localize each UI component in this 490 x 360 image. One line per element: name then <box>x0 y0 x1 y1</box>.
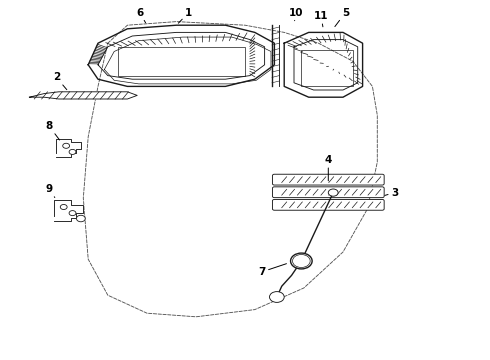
Text: 8: 8 <box>46 121 60 140</box>
Text: 6: 6 <box>136 8 146 23</box>
Text: 3: 3 <box>385 188 398 198</box>
Text: 7: 7 <box>258 264 287 277</box>
Text: 11: 11 <box>314 11 328 27</box>
Circle shape <box>296 257 306 265</box>
Circle shape <box>328 189 338 196</box>
Text: 9: 9 <box>46 184 55 198</box>
Text: 4: 4 <box>324 155 332 181</box>
Polygon shape <box>56 139 81 157</box>
Circle shape <box>270 292 284 302</box>
Bar <box>301 50 353 86</box>
Circle shape <box>63 143 70 148</box>
Circle shape <box>69 211 76 216</box>
FancyBboxPatch shape <box>272 187 384 198</box>
Circle shape <box>293 255 310 267</box>
FancyBboxPatch shape <box>272 199 384 210</box>
Text: 5: 5 <box>335 8 349 27</box>
Circle shape <box>76 215 85 222</box>
Polygon shape <box>54 200 83 221</box>
Text: 10: 10 <box>289 8 304 21</box>
Polygon shape <box>29 92 137 99</box>
Circle shape <box>60 204 67 210</box>
Text: 1: 1 <box>178 8 192 23</box>
Circle shape <box>69 149 76 154</box>
Bar <box>118 47 245 76</box>
FancyBboxPatch shape <box>272 174 384 185</box>
Text: 2: 2 <box>53 72 67 90</box>
Circle shape <box>291 253 312 269</box>
